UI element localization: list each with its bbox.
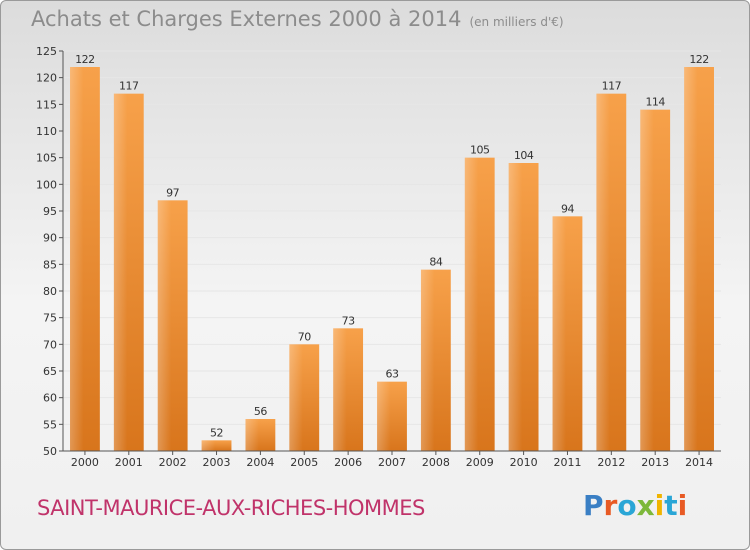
y-tick-label: 85 bbox=[43, 258, 57, 271]
x-tick-label: 2012 bbox=[597, 456, 625, 469]
data-label: 122 bbox=[75, 53, 95, 66]
x-tick-label: 2007 bbox=[378, 456, 406, 469]
x-tick-label: 2002 bbox=[159, 456, 187, 469]
x-tick-label: 2005 bbox=[290, 456, 318, 469]
data-label: 104 bbox=[514, 149, 534, 162]
y-axis: 50 55 60 65 70 75 80 85 90 95 100 105 110 115 120 125 bbox=[36, 45, 64, 458]
y-tick-label: 70 bbox=[43, 338, 57, 351]
data-label: 114 bbox=[645, 96, 665, 109]
bar-highlight bbox=[70, 67, 84, 451]
bars bbox=[70, 67, 714, 452]
data-label: 105 bbox=[470, 144, 490, 157]
bar-highlight bbox=[201, 440, 216, 451]
data-label: 94 bbox=[561, 202, 574, 215]
x-axis: 2000 2001 2002 2003 2004 2005 2006 2007 2008 2009… bbox=[63, 450, 721, 469]
x-tick-label: 2003 bbox=[203, 456, 231, 469]
bar-highlight bbox=[464, 157, 479, 451]
data-label: 117 bbox=[602, 80, 622, 93]
y-tick-label: 90 bbox=[43, 232, 57, 245]
y-tick-label: 100 bbox=[36, 178, 57, 191]
data-label: 84 bbox=[429, 256, 442, 269]
x-tick-label: 2000 bbox=[71, 456, 99, 469]
x-tick-label: 2013 bbox=[641, 456, 669, 469]
bar-highlight bbox=[684, 67, 698, 451]
x-tick-label: 2014 bbox=[685, 456, 713, 469]
data-label: 56 bbox=[254, 405, 267, 418]
y-tick-label: 120 bbox=[36, 72, 57, 85]
bar-highlight bbox=[508, 163, 523, 451]
chart-unit: (en milliers d'€) bbox=[469, 15, 564, 29]
commune-name: SAINT-MAURICE-AUX-RICHES-HOMMES bbox=[37, 496, 425, 520]
data-labels: 122 117 97 52 56 70 73 63 84 105 104 94 117 114 122 bbox=[75, 53, 709, 439]
data-label: 122 bbox=[689, 53, 709, 66]
data-label: 70 bbox=[298, 330, 311, 343]
bar-highlight bbox=[333, 328, 347, 451]
x-tick-label: 2008 bbox=[422, 456, 450, 469]
x-tick-label: 2010 bbox=[510, 456, 538, 469]
y-tick-label: 115 bbox=[36, 98, 57, 111]
bar-highlight bbox=[113, 93, 128, 452]
y-tick-label: 65 bbox=[43, 365, 57, 378]
y-tick-label: 95 bbox=[43, 205, 57, 218]
data-label: 97 bbox=[166, 186, 179, 199]
x-tick-label: 2006 bbox=[334, 456, 362, 469]
chart-title-text: Achats et Charges Externes 2000 à 2014 bbox=[31, 7, 462, 31]
data-label: 63 bbox=[386, 368, 399, 381]
data-label: 52 bbox=[210, 426, 223, 439]
y-tick-label: 60 bbox=[43, 392, 57, 405]
proxiti-logo[interactable]: Proxiti bbox=[583, 489, 688, 522]
bar-highlight bbox=[289, 344, 303, 451]
data-label: 117 bbox=[119, 80, 139, 93]
x-tick-label: 2011 bbox=[553, 456, 581, 469]
data-label: 73 bbox=[342, 314, 355, 327]
bar-highlight bbox=[377, 381, 391, 451]
bar-highlight bbox=[596, 93, 610, 452]
y-tick-label: 110 bbox=[36, 125, 57, 138]
bar-highlight bbox=[245, 419, 259, 451]
bar-highlight bbox=[420, 269, 435, 451]
y-tick-label: 55 bbox=[43, 418, 57, 431]
x-tick-label: 2009 bbox=[466, 456, 494, 469]
y-tick-label: 105 bbox=[36, 152, 57, 165]
bar-highlight bbox=[640, 109, 654, 452]
chart-title: Achats et Charges Externes 2000 à 2014 (e… bbox=[31, 7, 564, 31]
y-tick-label: 75 bbox=[43, 312, 57, 325]
x-tick-label: 2004 bbox=[246, 456, 274, 469]
y-tick-label: 125 bbox=[36, 45, 57, 58]
y-tick-label: 50 bbox=[43, 445, 57, 458]
x-tick-label: 2001 bbox=[115, 456, 143, 469]
y-tick-label: 80 bbox=[43, 285, 57, 298]
bar-2003 bbox=[201, 440, 232, 451]
bar-highlight bbox=[552, 216, 566, 451]
bar-highlight bbox=[157, 200, 172, 451]
